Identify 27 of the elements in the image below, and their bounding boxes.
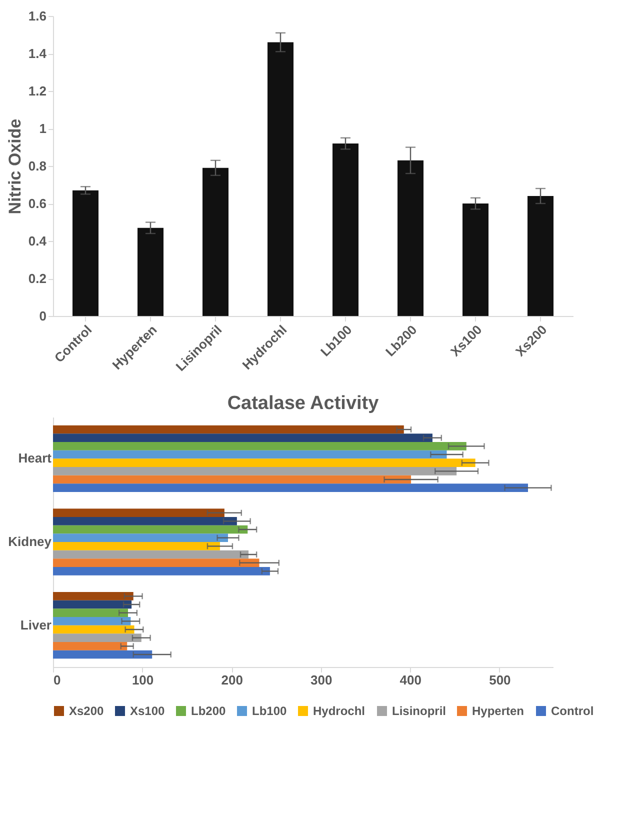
y-tick-label: 0.6: [28, 196, 46, 211]
y-tick-label: Heart: [18, 450, 52, 466]
x-tick-label: 300: [310, 672, 332, 688]
legend-label: Lisinopril: [392, 704, 446, 718]
y-tick-label: 1.4: [28, 46, 48, 61]
x-tick-label: 500: [489, 672, 511, 688]
legend-label: Control: [551, 704, 594, 718]
chart-title: Catalase Activity: [227, 393, 380, 414]
y-tick-label: 0.8: [28, 158, 46, 174]
y-tick-label: 0.4: [28, 234, 48, 248]
y-tick-label: 0: [39, 308, 46, 324]
x-tick-label: 400: [400, 672, 422, 688]
y-tick-label: Kidney: [8, 534, 52, 549]
x-tick-label: 200: [221, 672, 243, 688]
y-tick-label: 1.6: [28, 8, 46, 24]
legend-label: Lb100: [252, 704, 288, 718]
legend-label: Lb200: [191, 704, 226, 718]
y-tick-label: 1.2: [28, 84, 46, 98]
y-tick-label: 0.2: [28, 271, 46, 286]
legend-label: Xs200: [69, 704, 104, 718]
legend-label: Hyperten: [472, 704, 524, 718]
y-tick-label: 1: [39, 121, 46, 136]
y-axis-title: Nitric Oxide: [5, 118, 24, 214]
x-tick-label: 100: [132, 672, 154, 688]
legend-label: Xs100: [130, 704, 166, 718]
y-tick-label: Liver: [20, 617, 52, 632]
legend-label: Hydrochl: [313, 704, 366, 718]
